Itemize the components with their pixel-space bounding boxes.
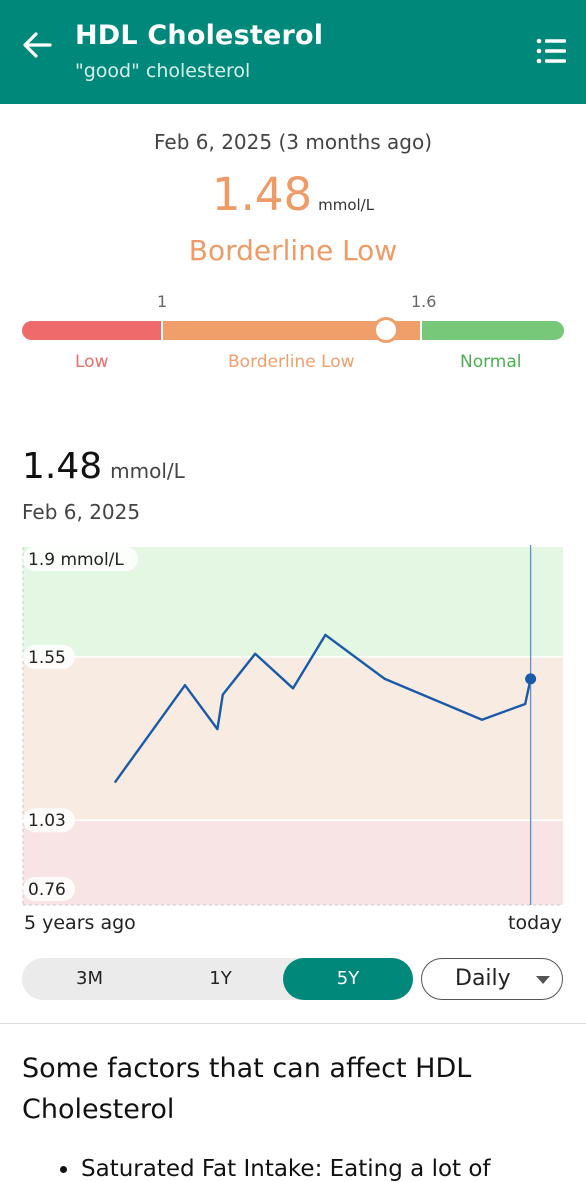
x-axis-label-start: 5 years ago [24,912,136,934]
range-tick-high: 1.6 [411,292,436,311]
latest-result-value: 1.48 mmol/L [0,168,586,221]
range-label-normal: Normal [460,352,522,372]
result-status: Borderline Low [0,234,586,267]
selected-point-date: Feb 6, 2025 [22,500,140,524]
arrow-left-icon[interactable] [20,28,54,62]
result-unit: mmol/L [318,196,374,214]
latest-result-date: Feb 6, 2025 (3 months ago) [0,130,586,154]
selected-number: 1.48 [22,446,102,487]
highlighted-point [525,673,536,684]
page-title: HDL Cholesterol [75,20,323,51]
section-divider [0,1023,586,1024]
range-3m-button[interactable]: 3M [22,958,157,1000]
frequency-value: Daily [455,966,511,991]
y-tick-label-1: 1.55 [28,648,66,668]
range-label-borderline: Borderline Low [228,352,355,372]
y-tick-label-3: 0.76 [28,880,66,900]
list-icon[interactable] [536,36,566,66]
range-5y-button[interactable]: 5Y [283,958,413,1000]
range-current-marker [373,317,399,343]
selected-unit: mmol/L [110,459,185,483]
result-number: 1.48 [212,168,312,221]
range-label-low: Low [75,352,108,372]
factor-text: Saturated Fat Intake: Eating a lot of [81,1156,491,1182]
x-axis-label-end: today [508,912,562,934]
selected-point-value: 1.48 mmol/L [22,446,185,487]
factor-list-item: Saturated Fat Intake: Eating a lot of [60,1156,491,1182]
chart-band-1 [23,657,563,820]
range-segment-low [22,321,161,340]
range-1y-button[interactable]: 1Y [153,958,288,1000]
y-tick-label-0: 1.9 mmol/L [28,550,124,570]
factors-heading: Some factors that can affect HDL Cholest… [22,1048,562,1130]
trend-chart[interactable]: 1.9 mmol/L 1.55 1.03 0.76 [0,540,586,912]
range-segment-normal [422,321,564,340]
app-bar: HDL Cholesterol "good" cholesterol [0,0,586,104]
time-range-selector: 3M 1Y 5Y [22,958,413,1000]
reference-range-bar [22,321,564,340]
frequency-dropdown[interactable]: Daily [421,958,563,1000]
chart-band-2 [23,820,563,905]
range-tick-low: 1 [157,292,167,311]
page-subtitle: "good" cholesterol [75,60,250,82]
caret-down-icon [536,976,550,984]
y-tick-label-2: 1.03 [28,811,66,831]
